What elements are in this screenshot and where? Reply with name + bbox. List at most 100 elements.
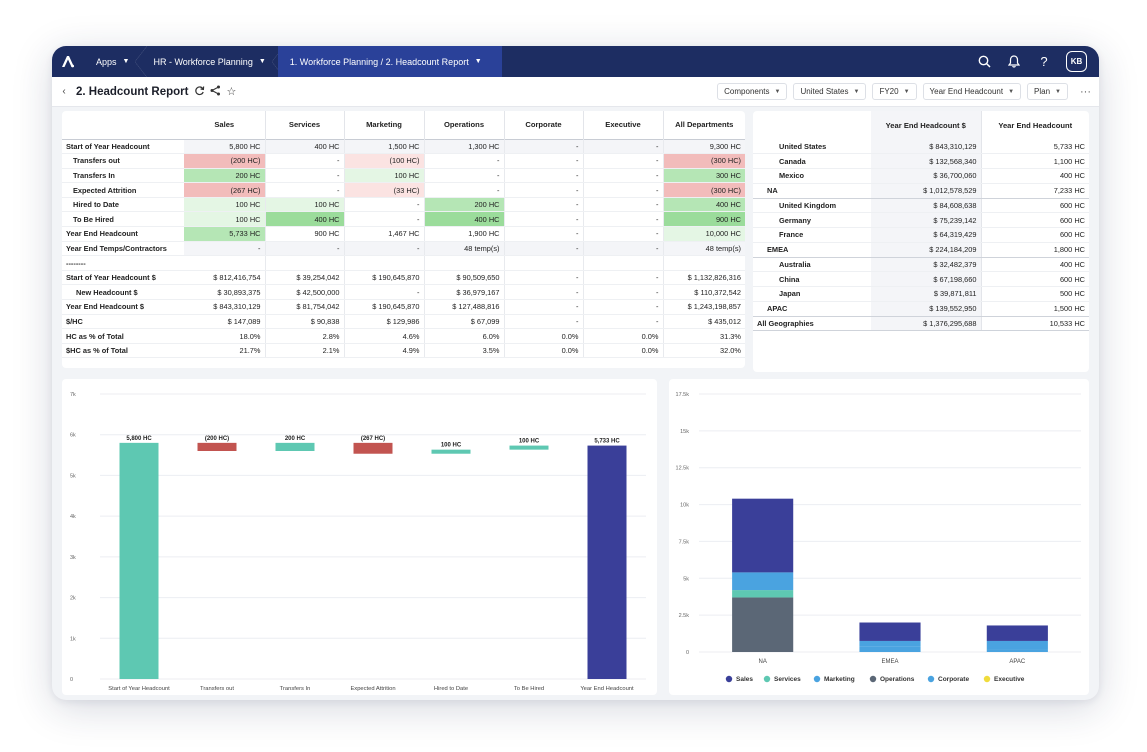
- table-cell[interactable]: $ 90,838: [265, 314, 345, 330]
- table-cell[interactable]: [265, 255, 345, 271]
- table-cell[interactable]: 10,000 HC: [663, 226, 745, 242]
- table-cell[interactable]: 5,800 HC: [184, 138, 266, 155]
- table-cell[interactable]: -: [583, 241, 664, 257]
- table-cell[interactable]: 32.0%: [663, 343, 745, 359]
- table-cell[interactable]: -: [344, 241, 425, 257]
- table-cell[interactable]: 900 HC: [265, 226, 345, 242]
- table-cell[interactable]: -: [504, 197, 584, 213]
- table-cell[interactable]: -: [424, 168, 505, 184]
- column-header[interactable]: Executive: [583, 111, 664, 139]
- table-cell[interactable]: $ 39,871,811: [871, 286, 982, 302]
- table-cell[interactable]: 21.7%: [184, 343, 266, 359]
- column-header[interactable]: Year End Headcount $: [871, 111, 982, 139]
- table-cell[interactable]: -: [184, 241, 266, 257]
- table-cell[interactable]: $ 190,645,870: [344, 299, 425, 315]
- table-cell[interactable]: $ 36,700,060: [871, 168, 982, 184]
- table-cell[interactable]: 5,733 HC: [981, 139, 1089, 155]
- table-cell[interactable]: $ 132,568,340: [871, 153, 982, 169]
- table-cell[interactable]: (100 HC): [344, 153, 425, 169]
- table-cell[interactable]: 2.1%: [265, 343, 345, 359]
- column-header[interactable]: Corporate: [504, 111, 584, 139]
- table-cell[interactable]: 1,500 HC: [981, 301, 1089, 317]
- back-chevron-icon[interactable]: ‹: [62, 86, 66, 97]
- table-cell[interactable]: 1,100 HC: [981, 153, 1089, 169]
- table-cell[interactable]: $ 42,500,000: [265, 284, 345, 301]
- table-cell[interactable]: 400 HC: [981, 168, 1089, 184]
- table-cell[interactable]: 1,500 HC: [344, 138, 425, 155]
- table-cell[interactable]: 400 HC: [663, 197, 745, 213]
- table-cell[interactable]: 100 HC: [344, 168, 425, 184]
- table-cell[interactable]: $ 36,979,167: [424, 284, 505, 301]
- table-cell[interactable]: -: [583, 269, 664, 286]
- table-cell[interactable]: 1,467 HC: [344, 226, 425, 242]
- table-cell[interactable]: $ 32,482,379: [871, 257, 982, 273]
- table-cell[interactable]: 600 HC: [981, 227, 1089, 243]
- table-cell[interactable]: $ 139,552,950: [871, 301, 982, 317]
- table-cell[interactable]: (200 HC): [184, 153, 266, 169]
- table-cell[interactable]: 0.0%: [583, 343, 664, 359]
- table-cell[interactable]: -: [424, 153, 505, 169]
- table-cell[interactable]: -: [504, 299, 584, 315]
- table-cell[interactable]: 5,733 HC: [184, 226, 266, 242]
- table-cell[interactable]: 4.9%: [344, 343, 425, 359]
- app-name-menu[interactable]: HR - Workforce Planning ▼: [141, 46, 285, 77]
- column-header[interactable]: Sales: [184, 111, 266, 139]
- bell-icon[interactable]: [1006, 54, 1022, 70]
- table-cell[interactable]: [344, 255, 425, 271]
- table-cell[interactable]: 600 HC: [981, 212, 1089, 228]
- table-cell[interactable]: -: [583, 226, 664, 242]
- table-cell[interactable]: $ 1,132,826,316: [663, 269, 745, 286]
- table-cell[interactable]: 10,533 HC: [981, 316, 1089, 332]
- table-cell[interactable]: 1,900 HC: [424, 226, 505, 242]
- table-cell[interactable]: -: [583, 168, 664, 184]
- table-cell[interactable]: -: [583, 299, 664, 315]
- table-cell[interactable]: 1,300 HC: [424, 138, 505, 155]
- table-cell[interactable]: -: [583, 138, 664, 155]
- table-cell[interactable]: 1,800 HC: [981, 242, 1089, 258]
- table-cell[interactable]: 400 HC: [265, 138, 345, 155]
- filter-fiscal-year[interactable]: FY20 ▼: [872, 83, 917, 100]
- table-cell[interactable]: 2.8%: [265, 328, 345, 344]
- help-icon[interactable]: ?: [1040, 54, 1048, 69]
- table-cell[interactable]: 48 temp(s): [663, 241, 745, 257]
- table-cell[interactable]: 400 HC: [265, 211, 345, 228]
- table-cell[interactable]: -: [504, 226, 584, 242]
- table-cell[interactable]: 600 HC: [981, 271, 1089, 287]
- table-cell[interactable]: -: [583, 284, 664, 301]
- table-cell[interactable]: [583, 255, 664, 271]
- table-cell[interactable]: 200 HC: [184, 168, 266, 184]
- column-header[interactable]: All Departments: [675, 120, 734, 130]
- table-cell[interactable]: $ 81,754,042: [265, 299, 345, 315]
- table-cell[interactable]: -: [583, 314, 664, 330]
- filter-version[interactable]: Plan ▼: [1027, 83, 1068, 100]
- column-header[interactable]: Year End Headcount: [998, 120, 1073, 130]
- table-cell[interactable]: -: [344, 284, 425, 301]
- table-cell[interactable]: 31.3%: [663, 328, 745, 344]
- table-cell[interactable]: -: [583, 153, 664, 169]
- table-cell[interactable]: -: [583, 211, 664, 228]
- table-cell[interactable]: -: [504, 241, 584, 257]
- more-options-icon[interactable]: ···: [1080, 85, 1091, 98]
- table-cell[interactable]: 400 HC: [981, 257, 1089, 273]
- filter-country[interactable]: United States ▼: [793, 83, 867, 100]
- table-cell[interactable]: 0.0%: [504, 343, 584, 359]
- table-cell[interactable]: $ 64,319,429: [871, 227, 982, 243]
- table-cell[interactable]: $ 75,239,142: [871, 212, 982, 228]
- table-cell[interactable]: -: [504, 269, 584, 286]
- star-icon[interactable]: ☆: [226, 85, 237, 98]
- column-header[interactable]: Operations: [424, 111, 505, 139]
- table-cell[interactable]: $ 843,310,129: [184, 299, 266, 315]
- column-header[interactable]: Services: [265, 111, 345, 139]
- table-cell[interactable]: -: [265, 168, 345, 184]
- table-cell[interactable]: (300 HC): [663, 182, 745, 198]
- table-cell[interactable]: -: [583, 197, 664, 213]
- table-cell[interactable]: 600 HC: [981, 198, 1089, 214]
- table-cell[interactable]: 100 HC: [184, 211, 266, 228]
- table-cell[interactable]: -: [504, 211, 584, 228]
- table-cell[interactable]: 7,233 HC: [981, 183, 1089, 199]
- filter-components[interactable]: Components ▼: [717, 83, 788, 100]
- column-header[interactable]: Marketing: [344, 111, 425, 139]
- table-cell[interactable]: $ 90,509,650: [424, 269, 505, 286]
- table-cell[interactable]: -: [504, 138, 584, 155]
- table-cell[interactable]: $ 190,645,870: [344, 269, 425, 286]
